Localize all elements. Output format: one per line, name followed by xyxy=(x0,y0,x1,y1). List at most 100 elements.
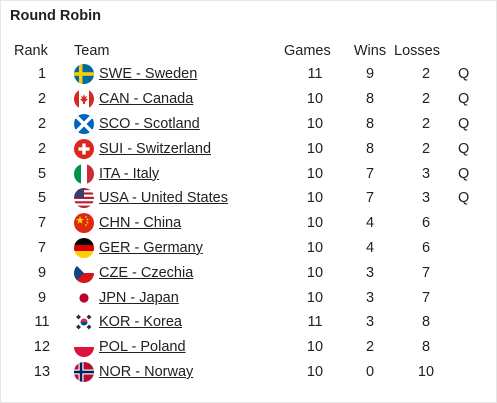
team-cell: SCO - Scotland xyxy=(74,112,284,137)
standings-table: Rank Team Games Wins Losses 1 SWE - Swede… xyxy=(10,40,478,384)
rank-cell: 2 xyxy=(37,140,47,157)
wins-cell: 3 xyxy=(365,289,375,306)
team-cell: POL - Poland xyxy=(74,335,284,360)
table-header-row: Rank Team Games Wins Losses xyxy=(10,40,478,62)
games-cell: 10 xyxy=(306,140,324,157)
qualification-cell: Q xyxy=(458,66,470,83)
qualification-cell xyxy=(458,260,478,285)
wins-cell: 8 xyxy=(365,91,375,108)
rank-cell: 7 xyxy=(37,239,47,256)
team-cell: SUI - Switzerland xyxy=(74,136,284,161)
team-link[interactable]: POL - Poland xyxy=(99,339,186,356)
losses-cell: 3 xyxy=(421,165,431,182)
games-cell: 10 xyxy=(306,215,324,232)
team-cell: KOR - Korea xyxy=(74,310,284,335)
wins-cell: 0 xyxy=(365,363,375,380)
losses-cell: 7 xyxy=(421,264,431,281)
korea-flag-icon xyxy=(74,312,94,333)
team-cell: SWE - Sweden xyxy=(74,62,284,87)
team-link[interactable]: CZE - Czechia xyxy=(99,264,194,281)
qualification-cell: Q xyxy=(458,190,470,207)
games-cell: 10 xyxy=(306,264,324,281)
losses-cell: 3 xyxy=(421,190,431,207)
table-row: 1 SWE - Sweden 11 9 2 Q xyxy=(10,62,478,87)
team-link[interactable]: GER - Germany xyxy=(99,239,203,256)
games-cell: 10 xyxy=(306,115,324,132)
rank-cell: 1 xyxy=(37,66,47,83)
china-flag-icon xyxy=(74,213,94,234)
rank-cell: 11 xyxy=(34,314,50,331)
wins-cell: 7 xyxy=(365,165,375,182)
table-row: 9 JPN - Japan 10 3 7 xyxy=(10,285,478,310)
table-row: 5 USA - United States 10 7 3 Q xyxy=(10,186,478,211)
games-cell: 11 xyxy=(307,314,323,331)
table-row: 2 SCO - Scotland 10 8 2 Q xyxy=(10,112,478,137)
team-cell: ITA - Italy xyxy=(74,161,284,186)
qualification-cell xyxy=(458,335,478,360)
games-cell: 10 xyxy=(306,165,324,182)
qualification-cell: Q xyxy=(458,91,470,108)
qualification-cell xyxy=(458,236,478,261)
team-cell: CHN - China xyxy=(74,211,284,236)
losses-cell: 2 xyxy=(421,140,431,157)
qualification-cell xyxy=(458,285,478,310)
table-row: 7 GER - Germany 10 4 6 xyxy=(10,236,478,261)
table-row: 2 SUI - Switzerland 10 8 2 Q xyxy=(10,136,478,161)
team-link[interactable]: SUI - Switzerland xyxy=(99,140,212,157)
team-link[interactable]: USA - United States xyxy=(99,190,228,207)
usa-flag-icon xyxy=(74,188,94,209)
team-cell: JPN - Japan xyxy=(74,285,284,310)
losses-cell: 10 xyxy=(417,363,435,380)
qualification-cell xyxy=(458,211,478,236)
losses-cell: 6 xyxy=(421,239,431,256)
canada-flag-icon xyxy=(74,89,94,110)
games-cell: 10 xyxy=(306,339,324,356)
losses-cell: 2 xyxy=(421,115,431,132)
rank-cell: 13 xyxy=(33,363,51,380)
table-row: 2 CAN - Canada 10 8 2 Q xyxy=(10,87,478,112)
team-link[interactable]: KOR - Korea xyxy=(99,314,182,331)
games-cell: 10 xyxy=(306,190,324,207)
rank-cell: 5 xyxy=(37,165,47,182)
section-title: Round Robin xyxy=(10,8,102,24)
table-row: 7 CHN - China 10 4 6 xyxy=(10,211,478,236)
rank-cell: 7 xyxy=(37,215,47,232)
qualification-cell: Q xyxy=(458,115,470,132)
rank-cell: 2 xyxy=(37,115,47,132)
wins-cell: 8 xyxy=(365,115,375,132)
losses-cell: 8 xyxy=(421,314,431,331)
wins-cell: 8 xyxy=(365,140,375,157)
team-link[interactable]: ITA - Italy xyxy=(99,165,160,182)
wins-cell: 3 xyxy=(365,314,375,331)
losses-cell: 2 xyxy=(421,66,431,83)
czechia-flag-icon xyxy=(74,262,94,283)
table-row: 12 POL - Poland 10 2 8 xyxy=(10,335,478,360)
team-link[interactable]: JPN - Japan xyxy=(99,289,179,306)
team-link[interactable]: SCO - Scotland xyxy=(99,115,200,132)
team-link[interactable]: CHN - China xyxy=(99,215,182,232)
games-cell: 10 xyxy=(306,239,324,256)
header-qualification xyxy=(458,40,478,62)
rank-cell: 9 xyxy=(37,289,47,306)
losses-cell: 7 xyxy=(421,289,431,306)
japan-flag-icon xyxy=(74,287,94,308)
rank-cell: 5 xyxy=(37,190,47,207)
wins-cell: 7 xyxy=(365,190,375,207)
table-row: 5 ITA - Italy 10 7 3 Q xyxy=(10,161,478,186)
rank-cell: 12 xyxy=(33,339,51,356)
table-row: 13 NOR - Norway 10 0 10 xyxy=(10,360,478,385)
table-row: 11 KOR - Korea 11 3 8 xyxy=(10,310,478,335)
wins-cell: 4 xyxy=(365,239,375,256)
games-cell: 10 xyxy=(306,91,324,108)
poland-flag-icon xyxy=(74,337,94,358)
header-rank: Rank xyxy=(14,43,48,59)
team-link[interactable]: NOR - Norway xyxy=(99,363,194,380)
sweden-flag-icon xyxy=(74,64,94,85)
header-games: Games xyxy=(284,43,331,59)
italy-flag-icon xyxy=(74,163,94,184)
qualification-cell xyxy=(458,360,478,385)
team-link[interactable]: SWE - Sweden xyxy=(99,66,198,83)
wins-cell: 9 xyxy=(365,66,375,83)
games-cell: 10 xyxy=(306,289,324,306)
team-link[interactable]: CAN - Canada xyxy=(99,91,194,108)
